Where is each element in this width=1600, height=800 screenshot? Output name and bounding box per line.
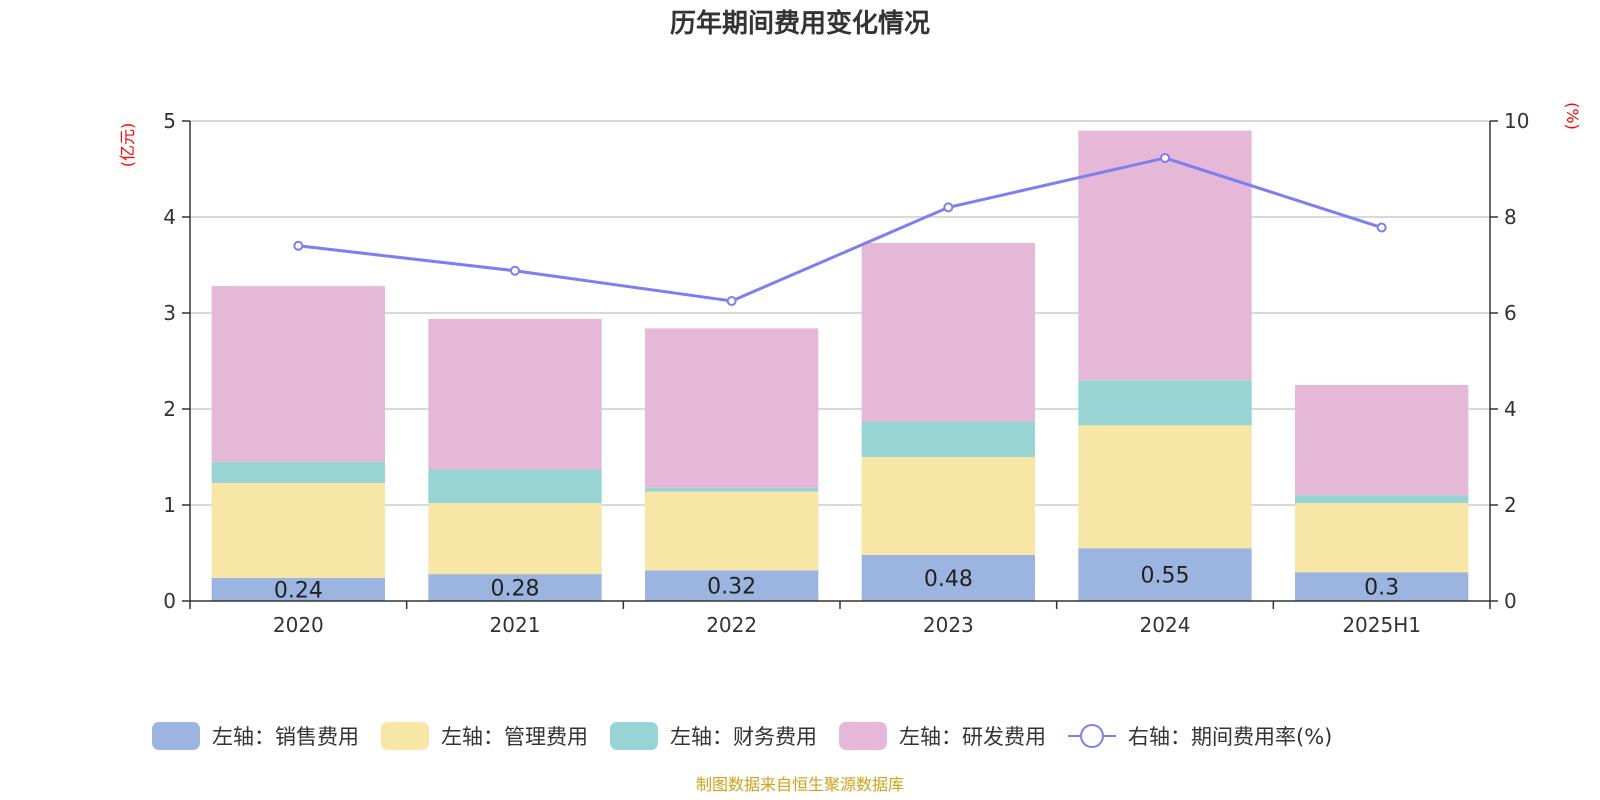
bar-segment — [1078, 548, 1252, 601]
x-tick-label: 2020 — [273, 613, 324, 637]
data-label: 0.32 — [707, 575, 756, 600]
right-tick-label: 10 — [1504, 109, 1529, 133]
x-tick-label: 2025H1 — [1342, 613, 1421, 637]
left-axis-unit: (亿元) — [118, 123, 137, 168]
bar-segment — [645, 570, 819, 601]
legend: 左轴：销售费用 左轴：管理费用 左轴：财务费用 左轴：研发费用 右轴：期间费用率(%) — [152, 722, 1332, 750]
left-tick-label: 1 — [163, 493, 176, 517]
bar-segment — [645, 487, 819, 492]
bar-segment — [861, 421, 1035, 457]
x-tick-label: 2021 — [490, 613, 541, 637]
left-tick-label: 4 — [163, 205, 176, 229]
bar-segment — [1295, 572, 1469, 601]
legend-swatch — [152, 722, 200, 750]
rate-point — [1160, 152, 1170, 163]
left-tick-label: 3 — [163, 301, 176, 325]
legend-label: 左轴：管理费用 — [441, 725, 588, 749]
x-tick-label: 2023 — [923, 613, 974, 637]
right-axis-unit: (%) — [1563, 102, 1582, 130]
bar-segment — [1295, 495, 1469, 504]
legend-swatch — [381, 722, 429, 750]
bar-segment — [428, 574, 602, 601]
bar-segment — [645, 491, 819, 571]
data-labels: 0.24 0.28 0.32 0.48 0.55 0.3 — [274, 564, 1399, 604]
left-tick-label: 2 — [163, 397, 176, 421]
x-tick-label: 2024 — [1140, 613, 1191, 637]
right-tick-label: 0 — [1504, 589, 1517, 613]
bar-segment — [861, 554, 1035, 601]
data-label: 0.55 — [1141, 564, 1190, 589]
x-tick-label: 2022 — [706, 613, 757, 637]
legend-label: 左轴：财务费用 — [670, 725, 817, 749]
bar-stacks — [211, 130, 1469, 601]
left-tick-label: 0 — [163, 589, 176, 613]
data-label: 0.28 — [491, 577, 540, 602]
source-note: 制图数据来自恒生聚源数据库 — [696, 775, 904, 794]
rate-point — [726, 296, 737, 306]
bar-segment — [211, 286, 385, 462]
rate-point — [510, 265, 520, 276]
legend-swatch — [610, 722, 658, 750]
data-label: 0.24 — [274, 578, 323, 603]
bar-segment — [645, 328, 819, 488]
axes: 0 0 1 2 2 4 3 6 4 8 5 10 2020 2021 2022 2023 2024 2025H1 — [163, 109, 1529, 637]
chart-title: 历年期间费用变化情况 — [670, 8, 930, 39]
bar-segment — [428, 469, 602, 504]
rate-point — [943, 202, 954, 213]
right-tick-label: 6 — [1504, 301, 1517, 325]
data-label: 0.48 — [924, 567, 973, 592]
bar-segment — [1295, 385, 1469, 496]
rate-point — [1376, 222, 1387, 233]
right-tick-label: 8 — [1504, 205, 1517, 229]
bar-segment — [211, 577, 385, 601]
bar-segment — [428, 318, 602, 470]
bar-segment — [861, 242, 1035, 422]
bar-segment — [211, 461, 385, 483]
rate-line-path — [298, 156, 1383, 303]
gridlines — [190, 120, 1490, 506]
data-label: 0.3 — [1364, 576, 1399, 601]
legend-label: 左轴：研发费用 — [899, 725, 1046, 749]
rate-line — [293, 152, 1387, 306]
bar-segment — [1078, 130, 1252, 381]
legend-label: 右轴：期间费用率(%) — [1128, 725, 1332, 749]
bar-segment — [428, 503, 602, 575]
bar-segment — [1078, 380, 1252, 426]
right-tick-label: 4 — [1504, 397, 1517, 421]
bar-segment — [211, 482, 385, 578]
bar-segment — [861, 457, 1035, 555]
bar-segment — [1078, 425, 1252, 549]
legend-marker — [1080, 724, 1104, 748]
bar-segment — [1295, 503, 1469, 573]
right-tick-label: 2 — [1504, 493, 1517, 517]
legend-label: 左轴：销售费用 — [212, 725, 359, 749]
legend-swatch — [839, 722, 887, 750]
rate-point — [293, 240, 304, 251]
left-tick-label: 5 — [163, 109, 176, 133]
